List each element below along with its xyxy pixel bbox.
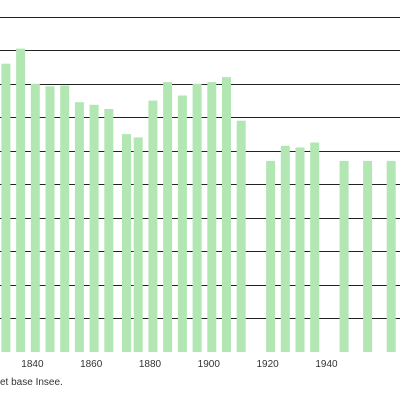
bar [266, 160, 276, 352]
bar [295, 147, 305, 352]
bar [148, 100, 158, 352]
bar [363, 160, 373, 352]
bar [74, 102, 84, 352]
bar [386, 160, 396, 352]
x-tick-label: 1860 [80, 359, 103, 370]
bar [133, 137, 143, 352]
bar [236, 120, 246, 352]
bar [163, 82, 173, 352]
bar [339, 160, 349, 352]
x-tick-label: 1920 [256, 359, 279, 370]
bar [310, 142, 320, 352]
bar [60, 85, 70, 352]
x-axis-ticks: 1840 1860 1880 1900 1920 1940 [21, 359, 338, 370]
bar [192, 83, 202, 353]
bar [177, 95, 187, 352]
source-note: et base Insee. [0, 377, 63, 388]
x-tick-label: 1840 [21, 359, 44, 370]
bar [1, 63, 11, 352]
x-tick-label: 1880 [139, 359, 162, 370]
bar [30, 83, 40, 353]
bars [1, 48, 396, 353]
bar [104, 109, 114, 352]
bar [89, 104, 99, 352]
bar [122, 134, 131, 352]
x-tick-label: 1940 [315, 359, 338, 370]
bar [16, 48, 26, 352]
bar [207, 82, 217, 352]
bar [280, 145, 290, 352]
bar [222, 77, 231, 352]
bar [45, 86, 55, 353]
x-tick-label: 1900 [198, 359, 221, 370]
